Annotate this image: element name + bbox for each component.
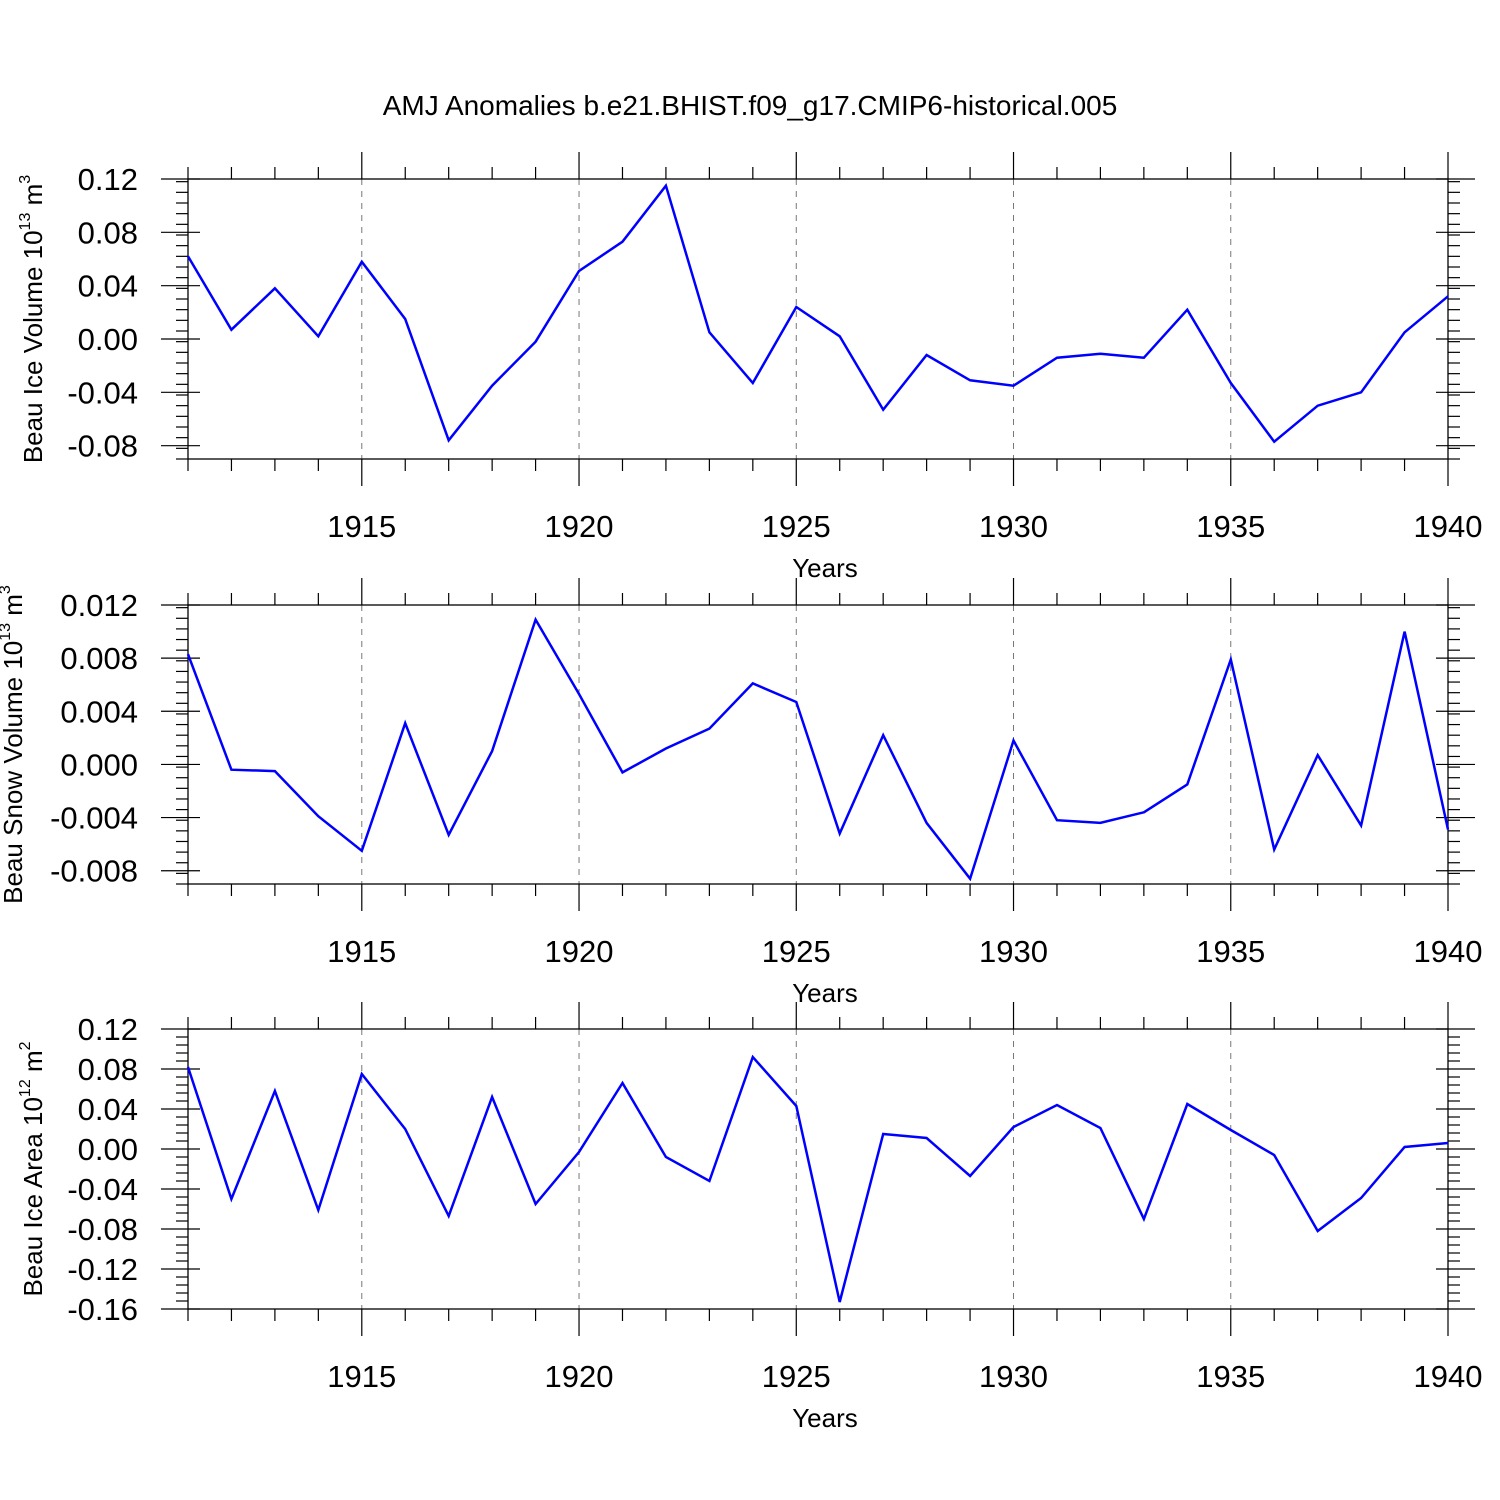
x-axis-label: Years bbox=[792, 1403, 858, 1433]
y-axis-label-exponent: 3 bbox=[0, 585, 14, 594]
y-tick-label-0.000: 0.000 bbox=[60, 747, 138, 782]
x-tick-label-1920: 1920 bbox=[545, 934, 614, 969]
y-tick-label-0.08: 0.08 bbox=[78, 1052, 138, 1087]
x-tick-label-1915: 1915 bbox=[327, 934, 396, 969]
x-axis-label: Years bbox=[792, 553, 858, 583]
x-tick-label-1935: 1935 bbox=[1196, 509, 1265, 544]
x-tick-label-1925: 1925 bbox=[762, 1359, 831, 1394]
y-tick-label--0.004: -0.004 bbox=[50, 801, 138, 836]
y-tick-label--0.08: -0.08 bbox=[67, 429, 138, 464]
y-axis-label-text: Beau Ice Area 10 bbox=[18, 1097, 48, 1296]
y-tick-label-0.04: 0.04 bbox=[78, 1092, 138, 1127]
x-tick-label-1940: 1940 bbox=[1414, 934, 1483, 969]
x-tick-label-1935: 1935 bbox=[1196, 934, 1265, 969]
x-tick-label-1920: 1920 bbox=[545, 1359, 614, 1394]
x-tick-label-1925: 1925 bbox=[762, 934, 831, 969]
panel-1: 1915 1920 1925 1930 1935 1940 -0.08 -0.04 0.00 0.… bbox=[17, 152, 1482, 583]
x-tick-label-1940: 1940 bbox=[1414, 509, 1483, 544]
y-tick-label-0.008: 0.008 bbox=[60, 641, 138, 676]
y-tick-label--0.008: -0.008 bbox=[50, 854, 138, 889]
x-axis-label: Years bbox=[792, 978, 858, 1008]
series-line-1 bbox=[186, 616, 1450, 882]
y-tick-label--0.16: -0.16 bbox=[67, 1292, 138, 1327]
y-axis-label-exponent: 12 bbox=[17, 1079, 34, 1097]
y-axis-label-exponent: 3 bbox=[17, 175, 34, 184]
y-tick-label-0.12: 0.12 bbox=[78, 162, 138, 197]
figure-title: AMJ Anomalies b.e21.BHIST.f09_g17.CMIP6-… bbox=[383, 90, 1118, 121]
plot-frame bbox=[187, 604, 1449, 885]
y-tick-label-0.00: 0.00 bbox=[78, 1132, 138, 1167]
x-tick-label-1930: 1930 bbox=[979, 509, 1048, 544]
x-tick-label-1940: 1940 bbox=[1414, 1359, 1483, 1394]
x-tick-label-1920: 1920 bbox=[545, 509, 614, 544]
y-tick-label-0.00: 0.00 bbox=[78, 322, 138, 357]
y-axis-label-text: m bbox=[0, 594, 28, 623]
series-line-1 bbox=[186, 183, 1449, 444]
y-tick-label-0.08: 0.08 bbox=[78, 215, 138, 250]
y-axis-label: Beau Snow Volume 1013 m3 bbox=[0, 585, 28, 904]
y-axis-label-text: Beau Snow Volume 10 bbox=[0, 641, 28, 904]
x-tick-label-1935: 1935 bbox=[1196, 1359, 1265, 1394]
x-tick-label-1925: 1925 bbox=[762, 509, 831, 544]
x-tick-label-1915: 1915 bbox=[327, 509, 396, 544]
panels: 1915 1920 1925 1930 1935 1940 -0.08 -0.04 0.00 0.… bbox=[0, 152, 1482, 1433]
y-tick-label-0.004: 0.004 bbox=[60, 694, 138, 729]
panel-3: 1915 1920 1925 1930 1935 1940 -0.16 -0.12 -0.08 -… bbox=[17, 1002, 1482, 1433]
y-tick-label-0.12: 0.12 bbox=[78, 1012, 138, 1047]
y-axis-label-text: m bbox=[18, 184, 48, 213]
x-tick-label-1915: 1915 bbox=[327, 1359, 396, 1394]
panel-2: 1915 1920 1925 1930 1935 1940 -0.008 -0.004 0.00… bbox=[0, 578, 1482, 1008]
y-tick-label-0.04: 0.04 bbox=[78, 269, 138, 304]
y-axis-label-text: m bbox=[18, 1050, 48, 1079]
series-line-1 bbox=[186, 1054, 1449, 1303]
y-axis-label-exponent: 2 bbox=[17, 1041, 34, 1050]
y-tick-label--0.08: -0.08 bbox=[67, 1212, 138, 1247]
x-tick-label-1930: 1930 bbox=[979, 1359, 1048, 1394]
y-tick-label-0.012: 0.012 bbox=[60, 588, 138, 623]
y-axis-label: Beau Ice Area 1012 m2 bbox=[17, 1041, 48, 1296]
plot-frame bbox=[187, 178, 1449, 460]
y-tick-label--0.04: -0.04 bbox=[67, 375, 138, 410]
y-axis-label-exponent: 13 bbox=[0, 623, 14, 641]
y-tick-label--0.12: -0.12 bbox=[67, 1252, 138, 1287]
y-axis-label-exponent: 13 bbox=[17, 213, 34, 231]
y-tick-label--0.04: -0.04 bbox=[67, 1172, 138, 1207]
plot-frame bbox=[187, 1028, 1449, 1310]
y-axis-label-text: Beau Ice Volume 10 bbox=[18, 230, 48, 463]
y-axis-label: Beau Ice Volume 1013 m3 bbox=[17, 175, 48, 463]
x-tick-label-1930: 1930 bbox=[979, 934, 1048, 969]
